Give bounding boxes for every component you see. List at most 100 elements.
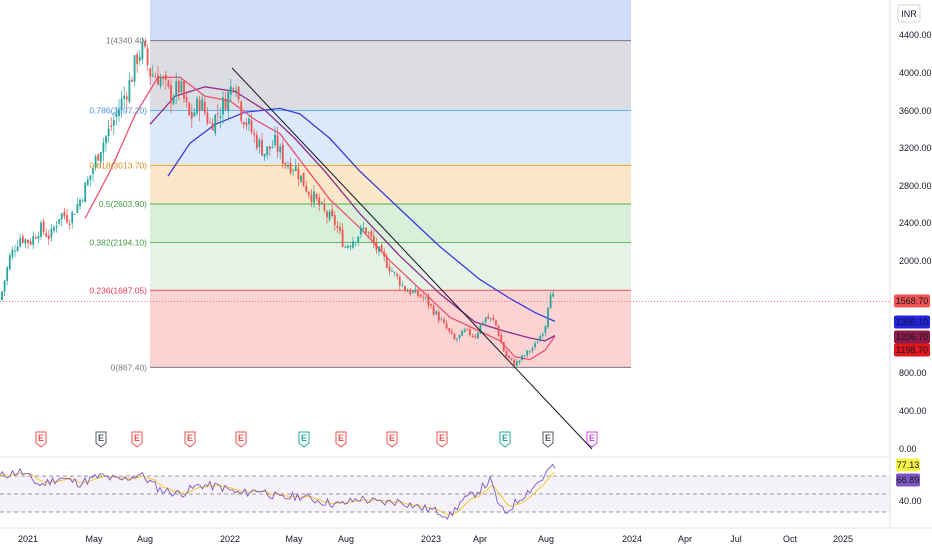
candle-body xyxy=(27,239,29,243)
time-axis-label: 2021 xyxy=(18,534,38,544)
candle-body xyxy=(505,351,508,357)
price-tag-text: 1206.70 xyxy=(896,332,929,342)
earnings-badge-letter: E xyxy=(38,433,44,443)
candle-body xyxy=(292,170,295,172)
earnings-badge[interactable]: E xyxy=(499,431,511,448)
candle-body xyxy=(378,246,380,252)
candle-body xyxy=(253,132,256,135)
candle-body xyxy=(302,172,305,187)
candle-body xyxy=(383,251,386,257)
candle-body xyxy=(175,81,178,97)
candle-body xyxy=(185,97,188,102)
candle-body xyxy=(310,194,313,202)
candle-body xyxy=(276,135,279,152)
candle-body xyxy=(245,122,248,126)
candle-body xyxy=(271,146,274,148)
price-tag: 1198.70 xyxy=(894,343,930,357)
earnings-badge[interactable]: E xyxy=(131,431,143,448)
time-axis-label: 2025 xyxy=(833,534,853,544)
candle-body xyxy=(248,118,250,125)
candle-body xyxy=(313,191,315,203)
candle-body xyxy=(258,139,261,148)
candle-body xyxy=(45,233,48,237)
candle-body xyxy=(196,98,198,114)
candle-body xyxy=(172,97,175,105)
candle-body xyxy=(398,276,401,286)
candle-body xyxy=(34,237,37,239)
candle-body xyxy=(170,85,172,103)
earnings-badge-letter: E xyxy=(389,433,395,443)
candle-body xyxy=(541,334,544,336)
candle-body xyxy=(237,86,240,100)
candle-body xyxy=(206,112,209,124)
time-axis[interactable]: 2021 May Aug 2022 May Aug 2023 Apr Aug 2024 Apr Jul… xyxy=(18,534,853,544)
candle-body xyxy=(492,317,495,320)
candle-body xyxy=(14,250,16,252)
candle-body xyxy=(497,325,500,336)
candle-body xyxy=(123,95,126,100)
candle-body xyxy=(391,271,393,272)
candle-body xyxy=(261,139,263,156)
candle-body xyxy=(401,284,404,286)
candle-body xyxy=(141,41,144,60)
candle-body xyxy=(32,236,35,245)
price-axis-label: 400.00 xyxy=(899,406,927,416)
candle-body xyxy=(502,342,505,352)
candle-body xyxy=(99,152,102,162)
price-tag-text: 1356.10 xyxy=(896,317,929,327)
candle-body xyxy=(318,197,321,206)
candle-body xyxy=(58,218,61,224)
earnings-badge[interactable]: E xyxy=(586,431,598,448)
candle-body xyxy=(461,330,464,336)
candle-body xyxy=(47,235,50,240)
candle-body xyxy=(487,316,490,319)
earnings-badge[interactable]: E xyxy=(95,431,107,448)
earnings-badge[interactable]: E xyxy=(386,431,398,448)
candle-body xyxy=(6,267,9,281)
earnings-badge[interactable]: E xyxy=(335,431,347,448)
candle-body xyxy=(336,225,339,229)
rsi-tag-bg xyxy=(896,458,920,472)
candle-body xyxy=(94,156,97,168)
earnings-badge[interactable]: E xyxy=(542,431,554,448)
candle-body xyxy=(474,336,477,338)
price-axis-label: 4000.00 xyxy=(899,68,932,78)
candle-body xyxy=(385,257,388,268)
candle-body xyxy=(521,355,523,360)
time-axis-label: Apr xyxy=(473,534,487,544)
fibonacci-retracement[interactable] xyxy=(150,0,631,368)
earnings-badge[interactable]: E xyxy=(184,431,196,448)
candle-body xyxy=(131,79,133,82)
candle-body xyxy=(411,291,414,293)
candle-body xyxy=(323,203,326,211)
candle-body xyxy=(380,244,383,251)
price-axis[interactable]: 4400.00 4000.00 3600.00 3200.00 2800.00 2400.… xyxy=(899,30,932,454)
candle-body xyxy=(367,232,370,234)
rsi-axis: 40.00 xyxy=(899,496,922,506)
candle-body xyxy=(63,211,66,217)
candle-body xyxy=(536,342,539,344)
candle-body xyxy=(456,338,458,340)
candle-body xyxy=(268,146,271,150)
candle-body xyxy=(388,266,391,272)
candle-body xyxy=(222,97,224,115)
candle-body xyxy=(331,209,334,217)
candle-body xyxy=(235,89,237,92)
rsi-tag-text: 77.13 xyxy=(897,460,920,470)
candle-body xyxy=(50,228,53,238)
downtrend-line[interactable] xyxy=(231,67,593,450)
earnings-badge[interactable]: E xyxy=(298,431,310,448)
candle-body xyxy=(333,215,336,226)
earnings-badge[interactable]: E xyxy=(436,431,448,448)
trendline[interactable] xyxy=(231,67,593,450)
earnings-badge[interactable]: E xyxy=(35,431,47,448)
earnings-badge[interactable]: E xyxy=(235,431,247,448)
candle-body xyxy=(419,294,422,298)
candle-body xyxy=(164,75,167,80)
candle-body xyxy=(16,246,19,251)
candle-body xyxy=(219,116,222,119)
candle-body xyxy=(489,318,492,320)
currency-box[interactable] xyxy=(897,4,921,23)
